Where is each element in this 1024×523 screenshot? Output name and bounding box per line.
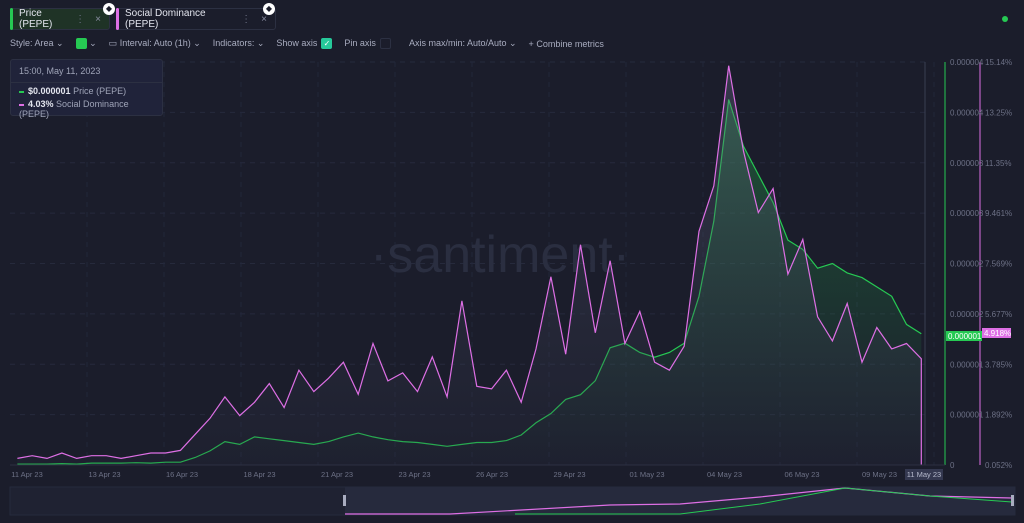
x-tick: 11 Apr 23 [11, 470, 43, 479]
tab-label: Social Dominance (PEPE) [125, 8, 206, 30]
style-select[interactable]: Style: Area ⌄ [10, 38, 64, 49]
x-tick: 23 Apr 23 [398, 470, 430, 479]
crosshair-date-label: 11 May 23 [907, 470, 941, 479]
price-tick: 0 [950, 461, 955, 470]
navigator-handle-left[interactable] [343, 495, 346, 506]
series-color-bar [116, 8, 119, 30]
show-axis-label: Show axis [276, 38, 318, 48]
series-area-1 [17, 65, 922, 465]
pin-icon[interactable]: ◆ [103, 3, 115, 15]
dominance-current-badge [982, 328, 1011, 338]
dominance-tick: 9.461% [985, 209, 1012, 218]
tooltip-dom-value: 4.03% [28, 99, 54, 109]
pin-axis-toggle[interactable]: Pin axis [344, 38, 391, 50]
chevron-down-icon: ⌄ [509, 38, 517, 49]
dominance-tick: 3.785% [985, 360, 1012, 369]
tooltip-dom-label: Social Dominance (PEPE) [19, 99, 129, 119]
watermark: ·santiment· [370, 226, 630, 284]
combine-metrics-button[interactable]: + Combine metrics [529, 39, 604, 49]
tooltip-price-value: $0.000001 [28, 86, 71, 96]
price-current-badge [946, 331, 982, 341]
x-tick: 18 Apr 23 [243, 470, 275, 479]
checkbox-checked[interactable]: ✓ [321, 38, 333, 50]
tab-social-dominance[interactable]: Social Dominance (PEPE) ⋮ × [116, 8, 276, 30]
price-tick: 0.000003 [950, 159, 984, 168]
price-tick: 0.000004 [950, 108, 984, 117]
live-status-dot [1002, 16, 1008, 22]
dominance-tick: 15.14% [985, 58, 1012, 67]
dominance-tick: 13.25% [985, 108, 1012, 117]
price-tick: 0.000004 [950, 58, 984, 67]
x-tick: 29 Apr 23 [553, 470, 585, 479]
interval-select[interactable]: ▭ Interval: Auto (1h) ⌄ [109, 38, 201, 49]
x-tick: 26 Apr 23 [476, 470, 508, 479]
checkbox-unchecked[interactable] [379, 38, 391, 50]
calendar-icon: ▭ [108, 38, 118, 49]
pin-icon[interactable]: ◆ [263, 3, 275, 15]
style-label: Style: Area [10, 38, 54, 49]
x-tick: 13 Apr 23 [88, 470, 120, 479]
tooltip-date: 15:00, May 11, 2023 [11, 60, 162, 83]
chevron-down-icon: ⌄ [89, 38, 97, 48]
tooltip-dominance: 4.03% Social Dominance (PEPE) [11, 99, 162, 119]
series-color-bar [10, 8, 13, 30]
price-tick: 0.000003 [950, 209, 984, 218]
more-icon[interactable]: ⋮ [241, 13, 252, 25]
x-tick: 04 May 23 [707, 470, 742, 479]
show-axis-toggle[interactable]: Show axis ✓ [276, 38, 333, 50]
price-tick: 0.000001 [950, 360, 984, 369]
x-tick: 01 May 23 [629, 470, 664, 479]
axis-maxmin-label: Axis max/min: Auto/Auto [408, 38, 507, 49]
price-tick: 0.000002 [950, 260, 984, 269]
x-tick: 09 May 23 [862, 470, 897, 479]
price-current-label: 0.000001 [948, 332, 982, 341]
axis-maxmin-select[interactable]: Axis max/min: Auto/Auto ⌄ [409, 38, 517, 49]
dominance-tick: 7.569% [985, 260, 1012, 269]
dominance-tick: 1.892% [985, 411, 1012, 420]
interval-label: Interval: Auto (1h) [119, 38, 191, 49]
navigator-handle-right[interactable] [1011, 495, 1014, 506]
color-swatch [75, 38, 87, 50]
color-select[interactable]: ⌄ [75, 38, 97, 50]
x-tick: 21 Apr 23 [321, 470, 353, 479]
plus-icon: + [528, 38, 534, 49]
tooltip: 15:00, May 11, 2023 $0.000001 Price (PEP… [10, 59, 163, 119]
dominance-current-label: 4.918% [984, 329, 1011, 338]
x-tick: 06 May 23 [784, 470, 819, 479]
tab-label: Price (PEPE) [19, 8, 53, 30]
close-icon[interactable]: × [261, 13, 267, 25]
chevron-down-icon: ⌄ [256, 38, 265, 49]
tooltip-price-label: Price (PEPE) [73, 86, 127, 96]
combine-label: Combine metrics [536, 38, 604, 49]
indicators-label: Indicators: [212, 38, 255, 49]
navigator-selection [345, 487, 1015, 515]
crosshair-date-badge [905, 469, 943, 480]
more-icon[interactable]: ⋮ [75, 13, 86, 25]
dominance-tick: 0.052% [985, 461, 1012, 470]
x-tick: 16 Apr 23 [166, 470, 198, 479]
price-tick: 0.000001 [950, 411, 984, 420]
pin-axis-label: Pin axis [344, 38, 376, 48]
chevron-down-icon: ⌄ [193, 38, 201, 49]
price-tick: 0.000002 [950, 310, 984, 319]
navigator-price-line [515, 487, 1013, 515]
chevron-down-icon: ⌄ [56, 38, 64, 49]
dominance-tick: 5.677% [985, 310, 1012, 319]
dominance-line [17, 65, 922, 465]
dominance-tick: 11.35% [985, 159, 1012, 168]
tooltip-price: $0.000001 Price (PEPE) [11, 86, 162, 96]
close-icon[interactable]: × [95, 13, 101, 25]
tab-price[interactable]: Price (PEPE) ⋮ × [10, 8, 110, 30]
indicators-select[interactable]: Indicators: ⌄ [213, 38, 265, 49]
